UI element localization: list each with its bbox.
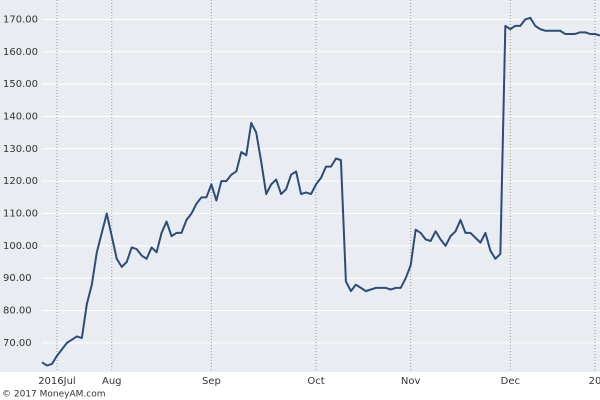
x-tick-label: Oct (307, 376, 324, 387)
y-tick-label: 110.00 (3, 208, 38, 219)
y-tick-label: 130.00 (3, 144, 38, 155)
x-tick-label: Dec (501, 376, 520, 387)
x-tick-label: Sep (202, 376, 221, 387)
y-tick-label: 160.00 (3, 47, 38, 58)
y-tick-label: 170.00 (3, 14, 38, 25)
y-tick-label: 140.00 (3, 111, 38, 122)
price-line (41, 16, 600, 367)
source-note: © 2017 MoneyAM.com (2, 390, 105, 400)
x-tick-label: Aug (102, 376, 122, 387)
y-tick-label: 150.00 (3, 79, 38, 90)
y-tick-label: 90.00 (3, 273, 32, 284)
x-tick-label: 2016Jul (38, 376, 76, 387)
y-tick-label: 70.00 (3, 338, 32, 349)
y-tick-label: 80.00 (3, 306, 32, 317)
y-tick-label: 120.00 (3, 176, 38, 187)
x-tick-label: 20 (589, 376, 600, 387)
y-tick-label: 100.00 (3, 241, 38, 252)
x-tick-label: Nov (401, 376, 421, 387)
